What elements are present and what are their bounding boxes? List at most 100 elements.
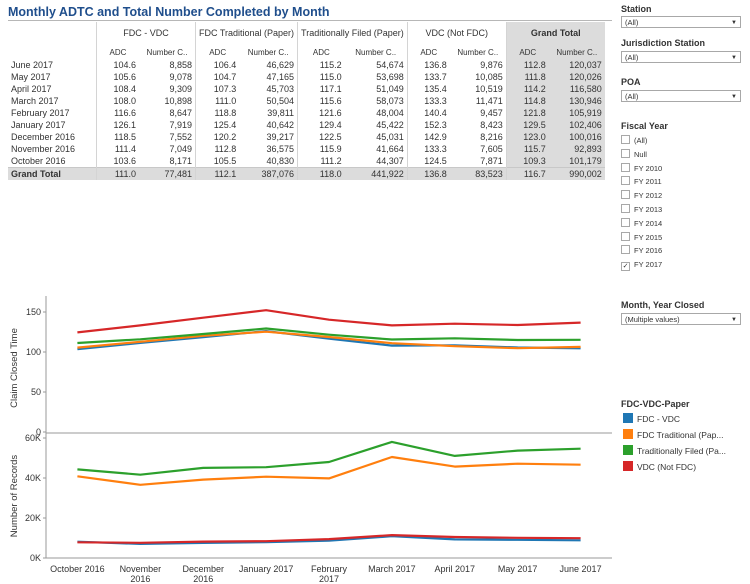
fiscal-year-option[interactable]: FY 2010 xyxy=(621,162,662,174)
adc-cell: 118.8 xyxy=(195,107,240,119)
number-completed-cell: 58,073 xyxy=(376,96,404,106)
series-line-2 xyxy=(77,455,581,486)
adc-cell: 103.6 xyxy=(96,155,139,168)
fiscal-year-option-label: FY 2013 xyxy=(634,205,663,214)
fiscal-year-option[interactable]: FY 2016 xyxy=(621,245,662,256)
fiscal-year-option[interactable]: FY 2015 xyxy=(621,231,662,243)
y-tick-label: 50 xyxy=(31,387,41,397)
adc-cell: 125.4 xyxy=(195,119,240,131)
chevron-down-icon: ▼ xyxy=(731,94,737,100)
number-completed-cell: 39,217 xyxy=(266,132,295,142)
legend-label: Traditionally Filed (Pa... xyxy=(637,446,726,456)
legend-item[interactable]: FDC Traditional (Pap... xyxy=(623,429,723,440)
jurisdiction-dropdown-value: (All) xyxy=(625,53,639,62)
checkbox-icon[interactable] xyxy=(621,190,630,200)
fiscal-year-option-label: FY 2012 xyxy=(634,191,663,201)
row-label: June 2017 xyxy=(11,60,54,70)
column-header-number: Number C.. xyxy=(247,47,289,57)
checkbox-icon[interactable] xyxy=(621,135,630,144)
column-header-adc: ADC xyxy=(195,45,240,59)
fiscal-year-option[interactable]: ✓ FY 2017 xyxy=(621,259,662,272)
chevron-down-icon: ▼ xyxy=(731,55,737,61)
fiscal-year-filter-label: Fiscal Year xyxy=(621,121,668,131)
number-completed-cell: 51,049 xyxy=(376,84,404,94)
station-dropdown[interactable]: (All) ▼ xyxy=(621,16,741,28)
line-chart: 0 50 100 150 Claim Closed Time 0K 20K 40K 60K Num… xyxy=(9,296,612,584)
adc-cell: 120.2 xyxy=(195,131,240,143)
fiscal-year-option[interactable]: FY 2012 xyxy=(621,190,662,201)
number-completed-cell: 40,642 xyxy=(266,120,295,130)
crosstab-table: FDC - VDC FDC Traditional (Paper) Traditio… xyxy=(8,22,605,180)
number-completed-cell: 45,031 xyxy=(376,132,404,142)
fiscal-year-option-label: FY 2014 xyxy=(634,218,663,228)
adc-cell: 112.8 xyxy=(195,143,240,155)
adc-cell: 108.4 xyxy=(96,83,139,95)
number-completed-cell: 387,076 xyxy=(239,167,298,180)
checkbox-icon[interactable] xyxy=(621,148,630,158)
adc-cell: 106.4 xyxy=(195,59,240,71)
legend-item[interactable]: VDC (Not FDC) xyxy=(623,461,696,472)
adc-cell: 133.3 xyxy=(406,95,450,107)
number-completed-cell: 48,004 xyxy=(376,108,404,118)
column-group-header: Grand Total xyxy=(505,22,605,45)
column-group-header: Traditionally Filed (Paper) xyxy=(297,22,408,45)
adc-cell: 142.9 xyxy=(406,131,450,143)
fiscal-year-option-label: FY 2011 xyxy=(634,177,662,187)
fiscal-year-option[interactable]: (All) xyxy=(621,135,647,146)
number-completed-cell: 120,026 xyxy=(548,71,605,83)
legend-swatch xyxy=(623,429,633,439)
adc-cell: 115.9 xyxy=(297,143,345,155)
checkbox-icon[interactable] xyxy=(621,162,630,172)
grand-total-row: Grand Total 111.0 77,481 112.1 387,076 118.0 4… xyxy=(8,167,605,180)
legend-swatch xyxy=(623,413,633,423)
adc-cell: 121.6 xyxy=(297,107,345,119)
table-row: November 2016 111.4 7,049 112.8 36,575 115.9 4… xyxy=(8,143,605,155)
fiscal-year-option[interactable]: FY 2014 xyxy=(621,217,663,229)
checkbox-icon[interactable] xyxy=(621,231,630,241)
series-line-4 xyxy=(77,309,581,334)
number-completed-cell: 53,698 xyxy=(376,72,404,82)
number-completed-cell: 47,165 xyxy=(266,72,295,82)
table-row: October 2016 103.6 8,171 105.5 40,830 111.2 44… xyxy=(8,155,605,168)
y-tick-label: 100 xyxy=(26,347,41,357)
number-completed-cell: 44,307 xyxy=(376,156,404,166)
number-completed-cell: 9,309 xyxy=(169,84,192,94)
number-completed-cell: 9,457 xyxy=(480,108,503,118)
row-label: October 2016 xyxy=(11,156,66,166)
fiscal-year-option[interactable]: Null xyxy=(621,148,647,160)
number-completed-cell: 101,179 xyxy=(548,155,605,168)
table-row: February 2017 116.6 8,647 118.8 39,811 121.6 4… xyxy=(8,107,605,119)
column-group-header: FDC Traditional (Paper) xyxy=(194,22,298,45)
column-header-adc: ADC xyxy=(96,45,139,59)
checkbox-icon[interactable] xyxy=(621,245,630,255)
legend-title: FDC-VDC-Paper xyxy=(621,399,690,409)
legend-item[interactable]: FDC - VDC xyxy=(623,413,680,424)
poa-dropdown[interactable]: (All) ▼ xyxy=(621,90,741,102)
fiscal-year-option[interactable]: FY 2013 xyxy=(621,204,662,215)
row-label: February 2017 xyxy=(11,108,70,118)
row-label: December 2016 xyxy=(11,132,76,142)
adc-cell: 115.7 xyxy=(505,143,549,155)
checkbox-icon[interactable] xyxy=(621,204,630,213)
adc-cell: 105.6 xyxy=(96,71,139,83)
legend-item[interactable]: Traditionally Filed (Pa... xyxy=(623,445,726,456)
month-year-dropdown[interactable]: (Multiple values) ▼ xyxy=(621,313,741,325)
adc-cell: 129.5 xyxy=(505,119,549,131)
corner-cell xyxy=(8,22,97,45)
row-label: January 2017 xyxy=(11,120,66,130)
adc-cell: 116.7 xyxy=(505,167,549,180)
checked-checkbox-icon[interactable]: ✓ xyxy=(621,262,630,272)
jurisdiction-dropdown[interactable]: (All) ▼ xyxy=(621,51,741,63)
x-tick-label: 2017 xyxy=(319,574,339,584)
row-label: May 2017 xyxy=(11,72,51,82)
table-row: April 2017 108.4 9,309 107.3 45,703 117.1 51,0… xyxy=(8,83,605,95)
checkbox-icon[interactable] xyxy=(621,176,630,186)
y-tick-label: 40K xyxy=(25,473,41,483)
fiscal-year-option[interactable]: FY 2011 xyxy=(621,176,662,187)
adc-cell: 114.8 xyxy=(505,95,549,107)
adc-cell: 121.8 xyxy=(505,107,549,119)
row-label: November 2016 xyxy=(11,144,76,154)
checkbox-icon[interactable] xyxy=(621,217,630,227)
adc-cell: 115.6 xyxy=(297,95,345,107)
adc-cell: 107.3 xyxy=(195,83,240,95)
